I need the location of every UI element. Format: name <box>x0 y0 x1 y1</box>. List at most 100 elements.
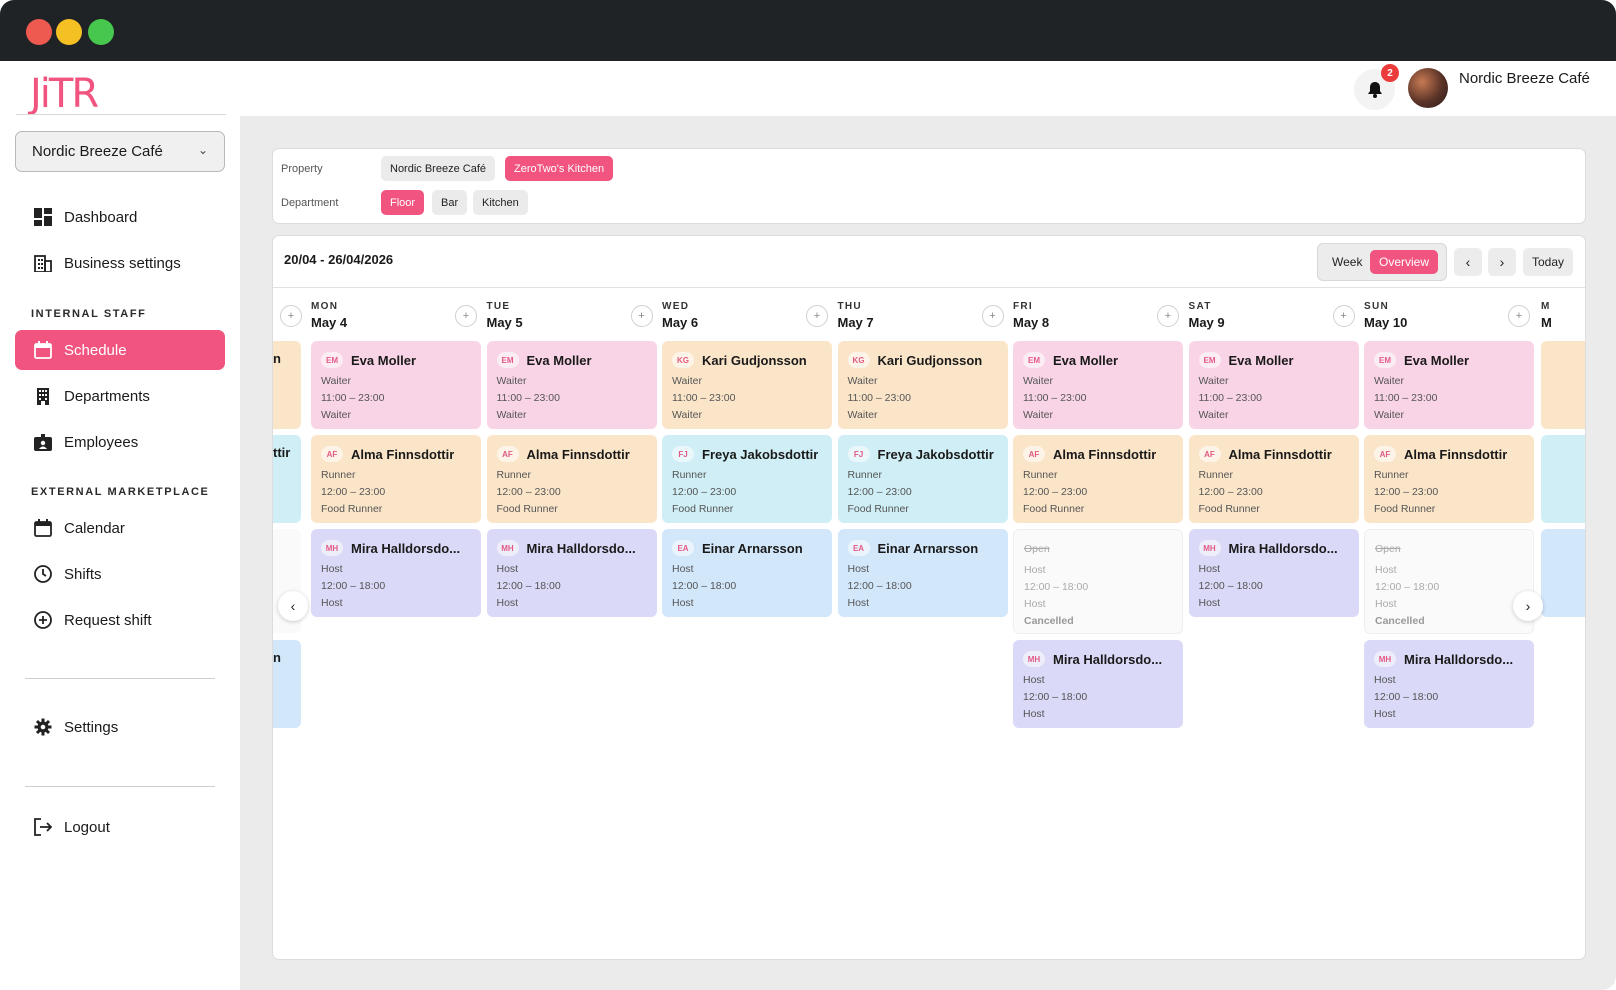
day-column: MON May 4 + EM Eva Moller Waiter 11:00 – 23:00… <box>311 289 481 959</box>
sidebar-item-business-settings[interactable]: Business settings <box>15 243 225 283</box>
sidebar-item-label: Calendar <box>64 519 125 537</box>
app-logo[interactable]: JiTR <box>30 71 99 117</box>
partial-shift-card[interactable] <box>1541 435 1585 523</box>
day-date: May 9 <box>1188 315 1225 330</box>
shift-position: Host <box>321 597 343 609</box>
property-select[interactable]: Nordic Breeze Café ⌄ <box>15 131 225 172</box>
shift-position: Food Runner <box>1198 503 1260 515</box>
employee-initials: AF <box>321 446 343 462</box>
employee-name: Alma Finnsdottir <box>526 446 630 462</box>
sidebar-item-settings[interactable]: Settings <box>15 707 225 747</box>
shift-position: Host <box>1024 598 1046 610</box>
employee-name: Freya Jakobsdottir <box>877 446 994 462</box>
employee-initials: EA <box>672 540 694 556</box>
sidebar-item-calendar[interactable]: Calendar <box>15 508 225 548</box>
shift-role: Runner <box>847 469 882 481</box>
add-shift-button[interactable]: + <box>1157 305 1179 327</box>
partial-shift-card[interactable] <box>273 640 301 728</box>
shift-card[interactable]: EM Eva Moller Waiter 11:00 – 23:00 Waiter <box>1188 341 1359 429</box>
employee-name: Eva Moller <box>1228 352 1294 368</box>
employee-initials: EA <box>847 540 870 556</box>
plus-circle-icon <box>33 610 53 630</box>
shift-card[interactable]: EM Eva Moller Waiter 11:00 – 23:00 Waiter <box>311 341 481 429</box>
shift-card[interactable]: EA Einar Arnarsson Host 12:00 – 18:00 Host <box>837 529 1008 617</box>
sidebar-item-request-shift[interactable]: Request shift <box>15 600 225 640</box>
shift-card[interactable]: EM Eva Moller Waiter 11:00 – 23:00 Waiter <box>1364 341 1534 429</box>
sidebar-item-label: Employees <box>64 433 139 451</box>
shift-card[interactable]: AF Alma Finnsdottir Runner 12:00 – 23:00 Foo… <box>1013 435 1183 523</box>
department-chip-kitchen[interactable]: Kitchen <box>473 190 528 215</box>
department-chip-bar[interactable]: Bar <box>432 190 468 215</box>
shift-card[interactable]: FJ Freya Jakobsdottir Runner 12:00 – 23:00 F… <box>662 435 832 523</box>
add-shift-button[interactable]: + <box>280 305 302 327</box>
sidebar-item-shifts[interactable]: Shifts <box>15 554 225 594</box>
add-shift-button[interactable]: + <box>981 305 1004 327</box>
shift-card[interactable]: AF Alma Finnsdottir Runner 12:00 – 23:00 Foo… <box>311 435 481 523</box>
employee-initials: EM <box>496 352 519 368</box>
employee-name: Alma Finnsdottir <box>351 446 455 462</box>
add-shift-button[interactable]: + <box>1508 305 1530 327</box>
partial-shift-card[interactable] <box>1541 529 1585 617</box>
shift-role: Host <box>847 563 870 575</box>
shift-card[interactable]: EM Eva Moller Waiter 11:00 – 23:00 Waiter <box>1013 341 1183 429</box>
shift-position: Waiter <box>321 409 351 421</box>
sidebar-item-departments[interactable]: Departments <box>15 376 225 416</box>
open-shift-card[interactable]: Open Host 12:00 – 18:00 Host Cancelled <box>1364 529 1534 634</box>
shift-card[interactable]: EA Einar Arnarsson Host 12:00 – 18:00 Host <box>662 529 832 617</box>
shift-card[interactable]: KG Kari Gudjonsson Waiter 11:00 – 23:00 Wait… <box>837 341 1008 429</box>
sidebar-item-employees[interactable]: Employees <box>15 422 225 462</box>
shift-card[interactable]: FJ Freya Jakobsdottir Runner 12:00 – 23:00 F… <box>837 435 1008 523</box>
chevron-left-icon: ‹ <box>290 598 296 614</box>
day-of-week: WED <box>662 301 690 312</box>
prev-week-button[interactable]: ‹ <box>1454 248 1482 276</box>
view-overview-button[interactable]: Overview <box>1370 250 1439 274</box>
user-name[interactable]: Nordic Breeze Café <box>1459 70 1590 87</box>
open-shift-label: Open <box>1375 543 1401 555</box>
shift-role: Host <box>672 563 694 575</box>
shift-card[interactable]: MH Mira Halldorsdo... Host 12:00 – 18:00 Hos… <box>1013 640 1183 728</box>
sidebar-item-logout[interactable]: Logout <box>15 807 225 847</box>
add-shift-button[interactable]: + <box>806 305 828 327</box>
avatar[interactable] <box>1408 68 1448 108</box>
shift-card[interactable]: AF Alma Finnsdottir Runner 12:00 – 23:00 Foo… <box>486 435 657 523</box>
partial-shift-card[interactable] <box>273 435 301 523</box>
department-chip-floor[interactable]: Floor <box>381 190 425 215</box>
shift-role: Runner <box>1374 469 1409 481</box>
open-shift-label: Open <box>1024 543 1050 555</box>
shift-card[interactable]: AF Alma Finnsdottir Runner 12:00 – 23:00 Foo… <box>1188 435 1359 523</box>
sidebar-item-dashboard[interactable]: Dashboard <box>15 197 225 237</box>
shift-card[interactable]: MH Mira Halldorsdo... Host 12:00 – 18:00 Hos… <box>1364 640 1534 728</box>
add-shift-button[interactable]: + <box>455 305 477 327</box>
property-chip-nordic-breeze[interactable]: Nordic Breeze Café <box>381 156 495 181</box>
open-shift-card[interactable]: Open Host 12:00 – 18:00 Host Cancelled <box>1013 529 1183 634</box>
plus-icon: + <box>1515 310 1523 322</box>
employee-initials: MH <box>321 540 343 556</box>
scroll-right-button[interactable]: › <box>1513 591 1543 621</box>
view-week-button[interactable]: Week <box>1332 255 1363 269</box>
sidebar-item-label: Shifts <box>64 565 102 583</box>
maximize-window-button[interactable] <box>88 19 114 45</box>
department-filter-label: Department <box>281 197 339 209</box>
minimize-window-button[interactable] <box>56 19 82 45</box>
today-button[interactable]: Today <box>1523 248 1573 276</box>
close-window-button[interactable] <box>26 19 52 45</box>
sidebar-item-schedule[interactable]: Schedule <box>15 330 225 370</box>
employee-name: Mira Halldorsdo... <box>526 540 636 556</box>
shift-card[interactable]: EM Eva Moller Waiter 11:00 – 23:00 Waiter <box>486 341 657 429</box>
shift-card[interactable]: AF Alma Finnsdottir Runner 12:00 – 23:00 Foo… <box>1364 435 1534 523</box>
partial-shift-card[interactable] <box>1541 341 1585 429</box>
shift-time: 12:00 – 23:00 <box>672 486 737 498</box>
shift-role: Host <box>1024 564 1046 576</box>
property-chip-zerotwos-kitchen[interactable]: ZeroTwo's Kitchen <box>505 156 614 181</box>
add-shift-button[interactable]: + <box>630 305 653 327</box>
add-shift-button[interactable]: + <box>1332 305 1355 327</box>
next-week-button[interactable]: › <box>1488 248 1516 276</box>
shift-card[interactable]: MH Mira Halldorsdo... Host 12:00 – 18:00 Hos… <box>311 529 481 617</box>
partial-shift-card[interactable] <box>273 341 301 429</box>
shift-card[interactable]: KG Kari Gudjonsson Waiter 11:00 – 23:00 Wait… <box>662 341 832 429</box>
shift-card[interactable]: MH Mira Halldorsdo... Host 12:00 – 18:00 Hos… <box>486 529 657 617</box>
shift-position: Host <box>847 597 870 609</box>
day-date: May 8 <box>1013 315 1050 330</box>
scroll-left-button[interactable]: ‹ <box>278 591 308 621</box>
shift-card[interactable]: MH Mira Halldorsdo... Host 12:00 – 18:00 Hos… <box>1188 529 1359 617</box>
